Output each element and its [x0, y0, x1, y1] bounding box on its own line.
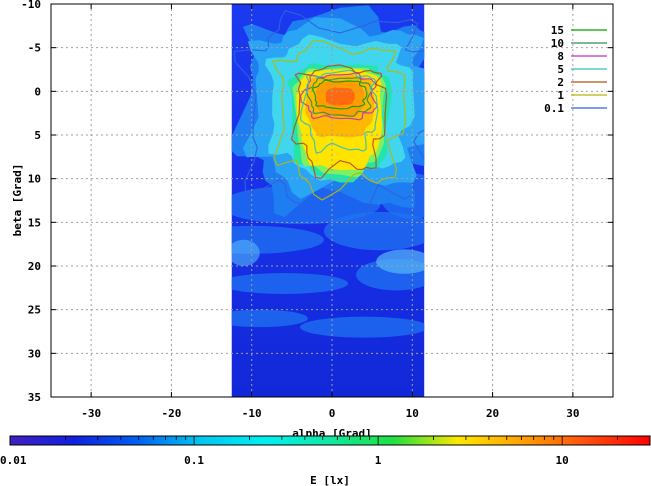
colorbar-tick-label: 0.1: [184, 454, 204, 467]
contour-line-8: [299, 72, 378, 121]
colorbar-tick-label: 1: [375, 454, 382, 467]
heatmap-streak: [323, 211, 425, 251]
heatmap-streak: [231, 309, 308, 328]
heatmap-streak: [376, 249, 425, 274]
legend-label-15: 15: [551, 24, 564, 37]
heatmap-streak: [299, 316, 425, 338]
y-tick-label: 15: [28, 216, 41, 229]
contour-line-15: [311, 79, 368, 110]
heatmap-streak: [231, 272, 349, 294]
y-tick-label: 0: [34, 85, 41, 98]
x-tick-label: 0: [329, 407, 336, 420]
y-tick-label: 5: [34, 129, 41, 142]
legend-label-5: 5: [557, 63, 564, 76]
contour-line-2: [290, 64, 388, 180]
legend-label-2: 2: [557, 76, 564, 89]
y-tick-label: -10: [21, 0, 41, 11]
y-tick-label: 20: [28, 260, 41, 273]
colorbar-tick-label: 10: [556, 454, 569, 467]
heatmap-band: [231, 4, 425, 397]
legend-label-0.1: 0.1: [544, 102, 564, 115]
y-tick-label: -5: [28, 42, 41, 55]
y-axis-label: beta [Grad]: [11, 164, 24, 237]
y-tick-label: 10: [28, 173, 41, 186]
x-tick-label: -30: [81, 407, 101, 420]
legend-label-10: 10: [551, 37, 564, 50]
contour-line-5: [299, 69, 379, 154]
x-tick-label: 20: [486, 407, 499, 420]
x-tick-label: 10: [406, 407, 419, 420]
y-tick-label: 35: [28, 391, 41, 404]
y-tick-label: 25: [28, 304, 41, 317]
colorbar: 0.01 0.1 1 10: [0, 435, 651, 467]
heatmap-level-region: [325, 87, 355, 106]
colorbar-label: E [lx]: [310, 474, 350, 486]
legend-label-8: 8: [557, 50, 564, 63]
x-tick-label: -20: [161, 407, 181, 420]
x-tick-label: 30: [566, 407, 579, 420]
y-tick-label: 30: [28, 347, 41, 360]
x-axis-ticks: -30 -20 -10 0 10 20 30: [81, 4, 579, 420]
colorbar-tick-label: 0.01: [0, 454, 27, 467]
heatmap-streak: [231, 185, 381, 225]
contour-line-0.1: [233, 9, 425, 227]
legend-label-1: 1: [557, 89, 564, 102]
heatmap-streak: [231, 239, 260, 266]
contour-line-1: [272, 40, 407, 201]
x-tick-label: -10: [242, 407, 262, 420]
